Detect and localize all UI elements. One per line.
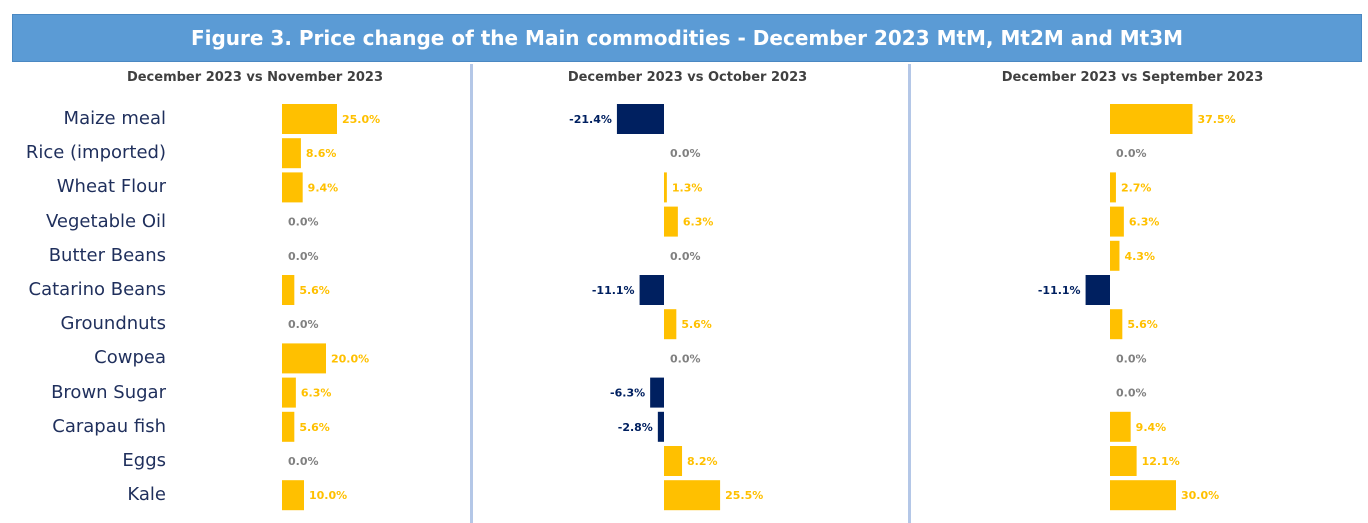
bar-p3-groundnuts — [1110, 309, 1123, 340]
bar-p2-vegetable-oil — [664, 206, 678, 237]
bar-p2-wheat-flour — [664, 172, 667, 203]
bar-p1-maize-meal — [282, 104, 337, 134]
data-label-p1-groundnuts: 0.0% — [288, 318, 319, 331]
bar-p3-kale — [1110, 480, 1176, 511]
category-label-eggs: Eggs — [122, 450, 166, 471]
bar-p1-cowpea — [282, 343, 326, 374]
data-label-p1-vegetable-oil: 0.0% — [288, 216, 319, 229]
data-label-p1-eggs: 0.0% — [288, 455, 319, 468]
data-label-p1-wheat-flour: 9.4% — [308, 181, 339, 194]
data-label-p2-wheat-flour: 1.3% — [672, 181, 703, 194]
panel-divider-2 — [908, 64, 911, 523]
category-label-butter-beans: Butter Beans — [48, 244, 166, 266]
panel-divider-1 — [470, 64, 473, 523]
bar-p3-butter-beans — [1110, 240, 1120, 271]
bar-p2-brown-sugar — [650, 377, 664, 408]
data-label-p3-groundnuts: 5.6% — [1127, 318, 1158, 331]
data-label-p2-vegetable-oil: 6.3% — [683, 216, 714, 229]
data-label-p3-vegetable-oil: 6.3% — [1129, 216, 1160, 229]
data-label-p3-wheat-flour: 2.7% — [1121, 181, 1152, 194]
bar-p3-vegetable-oil — [1110, 206, 1124, 237]
bar-p3-carapau-fish — [1110, 411, 1131, 442]
category-label-wheat-flour: Wheat Flour — [56, 176, 166, 198]
data-label-p1-catarino-beans: 5.6% — [299, 284, 330, 297]
category-label-brown-sugar: Brown Sugar — [51, 381, 166, 403]
category-label-carapau-fish: Carapau fish — [52, 415, 166, 437]
data-label-p2-brown-sugar: -6.3% — [610, 387, 645, 400]
data-label-p2-maize-meal: -21.4% — [569, 113, 612, 126]
data-label-p3-catarino-beans: -11.1% — [1038, 284, 1081, 297]
bar-p2-kale — [664, 480, 721, 511]
panel-title-mtm: December 2023 vs November 2023 — [126, 70, 384, 85]
category-label-cowpea: Cowpea — [94, 347, 166, 369]
data-label-p3-brown-sugar: 0.0% — [1116, 387, 1147, 400]
bar-p1-carapau-fish — [282, 411, 295, 442]
data-label-p1-carapau-fish: 5.6% — [299, 421, 330, 434]
category-label-kale: Kale — [127, 484, 166, 506]
data-label-p3-rice-imported: 0.0% — [1116, 147, 1147, 160]
category-label-groundnuts: Groundnuts — [60, 313, 166, 335]
bar-p2-groundnuts — [664, 309, 677, 340]
data-label-p2-catarino-beans: -11.1% — [592, 284, 635, 297]
data-label-p3-kale: 30.0% — [1181, 489, 1219, 502]
bar-p2-carapau-fish — [657, 411, 664, 442]
data-label-p2-cowpea: 0.0% — [670, 352, 701, 365]
figure-title: Figure 3. Price change of the Main commo… — [190, 26, 1184, 50]
bar-p1-kale — [282, 480, 304, 511]
panel-title-mt2m: December 2023 vs October 2023 — [567, 70, 808, 85]
figure-banner: Figure 3. Price change of the Main commo… — [12, 14, 1362, 62]
bar-p2-maize-meal — [616, 104, 664, 134]
data-label-p3-maize-meal: 37.5% — [1198, 113, 1236, 126]
bar-p2-catarino-beans — [639, 275, 664, 305]
data-label-p2-rice-imported: 0.0% — [670, 147, 701, 160]
bar-p2-eggs — [664, 446, 683, 476]
data-label-p3-eggs: 12.1% — [1142, 455, 1180, 468]
bar-p1-rice-imported — [282, 138, 301, 169]
bar-p3-wheat-flour — [1110, 172, 1116, 203]
data-label-p1-brown-sugar: 6.3% — [301, 387, 332, 400]
category-label-catarino-beans: Catarino Beans — [28, 279, 166, 300]
data-label-p2-butter-beans: 0.0% — [670, 250, 701, 263]
category-label-vegetable-oil: Vegetable Oil — [46, 210, 166, 232]
bar-p3-maize-meal — [1110, 104, 1193, 134]
data-label-p1-maize-meal: 25.0% — [342, 113, 380, 126]
data-label-p1-kale: 10.0% — [309, 489, 347, 502]
data-label-p1-cowpea: 20.0% — [331, 352, 369, 365]
category-label-rice-imported: Rice (imported) — [25, 142, 166, 164]
data-label-p2-carapau-fish: -2.8% — [618, 421, 653, 434]
data-label-p1-butter-beans: 0.0% — [288, 250, 319, 263]
bar-p1-wheat-flour — [282, 172, 303, 203]
bar-p3-catarino-beans — [1085, 275, 1110, 305]
bar-p1-catarino-beans — [282, 275, 295, 305]
data-label-p2-groundnuts: 5.6% — [681, 318, 712, 331]
category-label-maize-meal: Maize meal — [63, 108, 166, 129]
data-label-p3-cowpea: 0.0% — [1116, 352, 1147, 365]
bar-p3-eggs — [1110, 446, 1137, 476]
data-label-p3-carapau-fish: 9.4% — [1136, 421, 1167, 434]
bar-p1-brown-sugar — [282, 377, 296, 408]
data-label-p1-rice-imported: 8.6% — [306, 147, 337, 160]
data-label-p2-eggs: 8.2% — [687, 455, 718, 468]
data-label-p3-butter-beans: 4.3% — [1124, 250, 1155, 263]
data-label-p2-kale: 25.5% — [725, 489, 763, 502]
panel-title-mt3m: December 2023 vs September 2023 — [1001, 70, 1264, 85]
